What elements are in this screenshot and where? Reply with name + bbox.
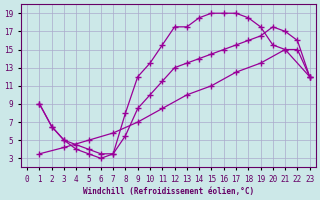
X-axis label: Windchill (Refroidissement éolien,°C): Windchill (Refroidissement éolien,°C) bbox=[83, 187, 254, 196]
